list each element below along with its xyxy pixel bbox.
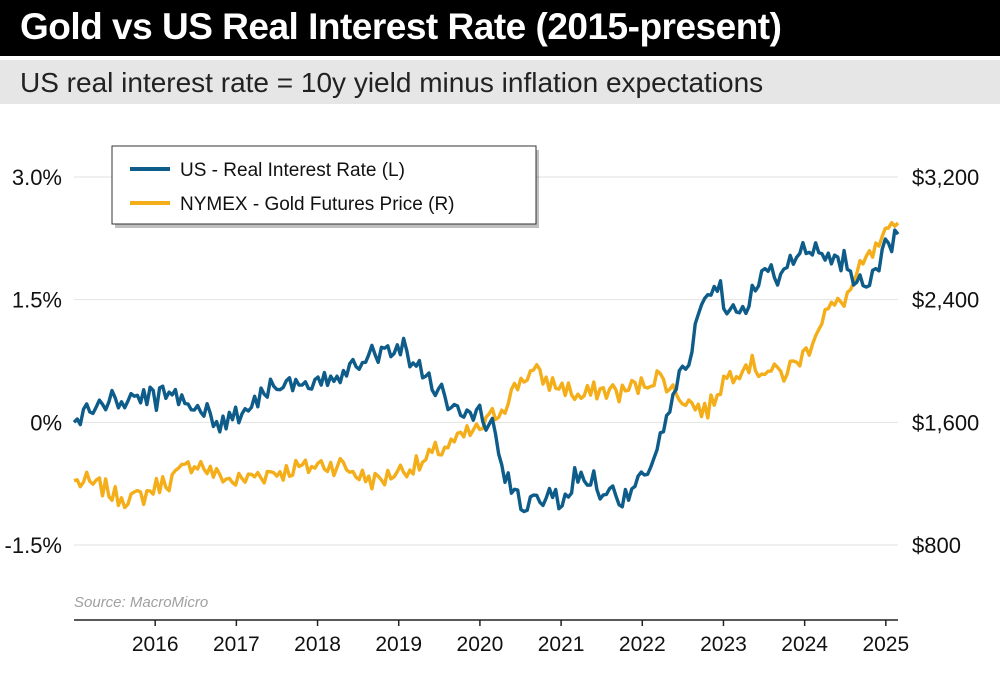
y-right-tick-label: $1,600 — [912, 410, 979, 435]
legend: US - Real Interest Rate (L) NYMEX - Gold … — [111, 145, 539, 228]
source-label: Source: MacroMicro — [74, 594, 208, 611]
x-tick-label: 2017 — [213, 633, 260, 656]
legend-box — [111, 145, 537, 225]
subtitle-bar: US real interest rate = 10y yield minus … — [0, 60, 1000, 104]
title-bar: Gold vs US Real Interest Rate (2015-pres… — [0, 0, 1000, 56]
y-left-tick-label: -1.5% — [5, 533, 62, 558]
x-tick-label: 2021 — [538, 633, 585, 656]
y-left-tick-label: 0% — [30, 410, 62, 435]
x-tick-label: 2024 — [781, 633, 828, 656]
legend-label: US - Real Interest Rate (L) — [180, 160, 405, 181]
x-tick-label: 2023 — [700, 633, 747, 656]
series-line-real-rate — [72, 228, 900, 514]
y-right-tick-label: $3,200 — [912, 165, 979, 190]
series-line-gold — [73, 220, 900, 510]
y-right-tick-label: $2,400 — [912, 288, 979, 313]
y-right-tick-label: $800 — [912, 533, 961, 558]
x-tick-label: 2018 — [294, 633, 341, 656]
x-tick-label: 2022 — [619, 633, 666, 656]
legend-label: NYMEX - Gold Futures Price (R) — [180, 194, 455, 215]
y-left-tick-label: 1.5% — [12, 288, 62, 313]
page-subtitle: US real interest rate = 10y yield minus … — [20, 67, 764, 98]
x-tick-label: 2025 — [862, 633, 909, 656]
x-tick-label: 2019 — [375, 633, 422, 656]
y-left-tick-label: 3.0% — [12, 165, 62, 190]
page-title: Gold vs US Real Interest Rate (2015-pres… — [20, 6, 782, 47]
x-tick-label: 2016 — [132, 633, 179, 656]
x-tick-label: 2020 — [457, 633, 504, 656]
